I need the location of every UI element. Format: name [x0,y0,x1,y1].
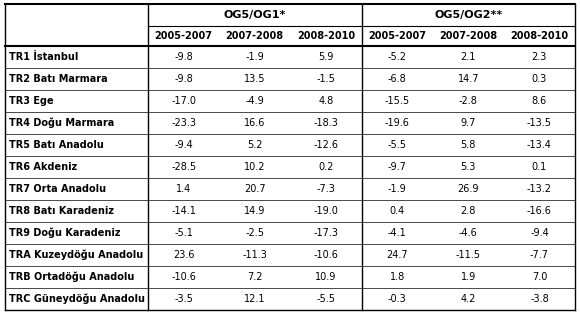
Text: 16.6: 16.6 [244,118,266,128]
Text: TR8 Batı Karadeniz: TR8 Batı Karadeniz [9,206,114,216]
Text: 10.9: 10.9 [315,272,336,282]
Text: -10.6: -10.6 [171,272,196,282]
Text: -4.1: -4.1 [387,228,407,238]
Text: OG5/OG1*: OG5/OG1* [223,10,286,20]
Text: 5.2: 5.2 [247,140,263,150]
Text: -19.0: -19.0 [313,206,338,216]
Text: -14.1: -14.1 [171,206,196,216]
Text: -7.7: -7.7 [530,250,549,260]
Text: 2008-2010: 2008-2010 [510,31,568,41]
Text: TR5 Batı Anadolu: TR5 Batı Anadolu [9,140,104,150]
Text: TRA Kuzeydöğu Anadolu: TRA Kuzeydöğu Anadolu [9,250,143,260]
Text: 12.1: 12.1 [244,294,266,304]
Text: 10.2: 10.2 [244,162,266,172]
Text: 0.3: 0.3 [532,74,547,84]
Text: 2005-2007: 2005-2007 [155,31,213,41]
Text: -12.6: -12.6 [313,140,338,150]
Text: -9.8: -9.8 [174,52,193,62]
Text: 26.9: 26.9 [458,184,479,194]
Text: -2.5: -2.5 [245,228,264,238]
Text: -11.5: -11.5 [456,250,481,260]
Text: 14.7: 14.7 [458,74,479,84]
Text: -7.3: -7.3 [317,184,335,194]
Text: -5.5: -5.5 [387,140,407,150]
Text: -6.8: -6.8 [387,74,407,84]
Text: 2007-2008: 2007-2008 [226,31,284,41]
Text: 2008-2010: 2008-2010 [297,31,355,41]
Text: -19.6: -19.6 [385,118,409,128]
Text: TR4 Doğu Marmara: TR4 Doğu Marmara [9,118,114,128]
Text: 24.7: 24.7 [386,250,408,260]
Text: -15.5: -15.5 [385,96,409,106]
Text: 14.9: 14.9 [244,206,266,216]
Text: 2.1: 2.1 [461,52,476,62]
Text: 2.8: 2.8 [461,206,476,216]
Text: 8.6: 8.6 [532,96,547,106]
Text: 4.8: 4.8 [318,96,333,106]
Text: 23.6: 23.6 [173,250,194,260]
Text: -23.3: -23.3 [171,118,196,128]
Text: -28.5: -28.5 [171,162,196,172]
Text: -13.4: -13.4 [527,140,552,150]
Text: 1.4: 1.4 [176,184,191,194]
Text: 7.0: 7.0 [532,272,547,282]
Text: 7.2: 7.2 [247,272,263,282]
Text: TR2 Batı Marmara: TR2 Batı Marmara [9,74,108,84]
Text: 1.8: 1.8 [389,272,405,282]
Text: -2.8: -2.8 [459,96,478,106]
Text: -3.5: -3.5 [174,294,193,304]
Text: 1.9: 1.9 [461,272,476,282]
Text: -9.8: -9.8 [174,74,193,84]
Text: -9.7: -9.7 [387,162,407,172]
Text: -10.6: -10.6 [313,250,338,260]
Text: OG5/OG2**: OG5/OG2** [434,10,502,20]
Text: 5.8: 5.8 [461,140,476,150]
Text: -5.1: -5.1 [174,228,193,238]
Text: TRC Güneydöğu Anadolu: TRC Güneydöğu Anadolu [9,294,145,304]
Text: TR7 Orta Anadolu: TR7 Orta Anadolu [9,184,106,194]
Text: 13.5: 13.5 [244,74,266,84]
Text: 20.7: 20.7 [244,184,266,194]
Text: 5.3: 5.3 [461,162,476,172]
Text: TR1 İstanbul: TR1 İstanbul [9,52,78,62]
Text: -4.6: -4.6 [459,228,477,238]
Text: TRB Ortadöğu Anadolu: TRB Ortadöğu Anadolu [9,272,135,282]
Text: -4.9: -4.9 [245,96,264,106]
Text: -3.8: -3.8 [530,294,549,304]
Text: 0.1: 0.1 [532,162,547,172]
Text: TR9 Doğu Karadeniz: TR9 Doğu Karadeniz [9,228,121,238]
Text: -17.3: -17.3 [313,228,338,238]
Text: 2005-2007: 2005-2007 [368,31,426,41]
Text: -1.9: -1.9 [245,52,264,62]
Text: 5.9: 5.9 [318,52,333,62]
Text: 2007-2008: 2007-2008 [439,31,497,41]
Text: 2.3: 2.3 [532,52,547,62]
Text: -5.5: -5.5 [317,294,335,304]
Text: 0.2: 0.2 [318,162,333,172]
Text: -11.3: -11.3 [242,250,267,260]
Text: -18.3: -18.3 [313,118,338,128]
Text: -13.5: -13.5 [527,118,552,128]
Text: TR6 Akdeniz: TR6 Akdeniz [9,162,77,172]
Text: -17.0: -17.0 [171,96,196,106]
Text: -5.2: -5.2 [387,52,407,62]
Text: -0.3: -0.3 [387,294,407,304]
Text: -9.4: -9.4 [530,228,549,238]
Text: 4.2: 4.2 [461,294,476,304]
Text: -13.2: -13.2 [527,184,552,194]
Text: -16.6: -16.6 [527,206,552,216]
Text: -9.4: -9.4 [174,140,193,150]
Text: 0.4: 0.4 [389,206,405,216]
Text: -1.9: -1.9 [387,184,407,194]
Text: -1.5: -1.5 [317,74,335,84]
Text: TR3 Ege: TR3 Ege [9,96,53,106]
Text: 9.7: 9.7 [461,118,476,128]
